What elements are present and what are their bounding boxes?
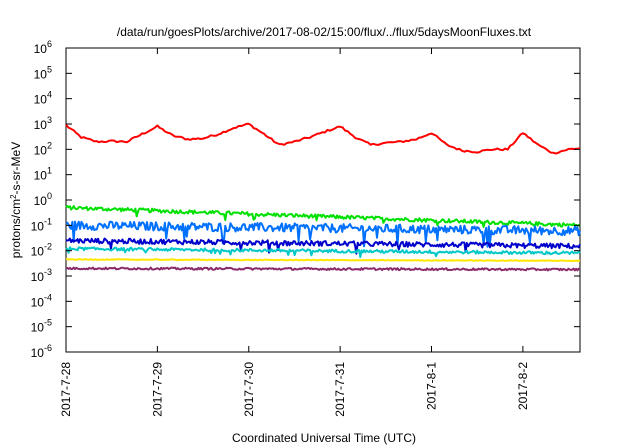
- x-tick-label: 2017-8-2: [516, 362, 530, 410]
- y-tick-label: 100: [34, 191, 52, 208]
- y-tick-label: 102: [34, 140, 52, 157]
- chart-title: /data/run/goesPlots/archive/2017-08-02/1…: [117, 25, 532, 39]
- y-tick-label: 106: [34, 39, 52, 56]
- y-tick-label: 10-5: [31, 318, 52, 335]
- series-line: [65, 122, 581, 155]
- series-line: [65, 258, 581, 263]
- x-axis: 2017-7-28 2017-7-29 2017-7-30 2017-7-31 2017…: [59, 48, 530, 417]
- y-tick-label: 10-6: [31, 343, 52, 360]
- y-axis: 10-6 10-5 10-4 10-3 10-2 10-1 100 101 102 103 104 1…: [31, 39, 580, 360]
- y-tick-label: 101: [34, 166, 52, 183]
- x-axis-label: Coordinated Universal Time (UTC): [232, 431, 416, 445]
- x-tick-label: 2017-8-1: [425, 362, 439, 410]
- series-line: [65, 237, 581, 255]
- y-axis-label: protons/cm2-s-sr-MeV: [9, 142, 23, 258]
- series-line: [65, 246, 581, 259]
- series-layer: [65, 122, 581, 272]
- x-tick-label: 2017-7-31: [333, 362, 347, 417]
- y-tick-label: 104: [34, 90, 52, 107]
- plot-frame: [65, 47, 581, 353]
- x-tick-label: 2017-7-29: [150, 362, 164, 417]
- y-tick-label: 10-2: [31, 242, 52, 259]
- series-line: [65, 220, 581, 248]
- x-tick-label: 2017-7-30: [242, 362, 256, 417]
- y-tick-label: 10-3: [31, 267, 52, 284]
- y-tick-label: 105: [34, 64, 52, 81]
- y-tick-label: 103: [34, 115, 52, 132]
- y-tick-label: 10-1: [31, 216, 52, 233]
- series-line: [66, 266, 581, 272]
- y-tick-label: 10-4: [31, 292, 52, 309]
- series-line: [65, 205, 581, 228]
- x-tick-label: 2017-7-28: [59, 362, 73, 417]
